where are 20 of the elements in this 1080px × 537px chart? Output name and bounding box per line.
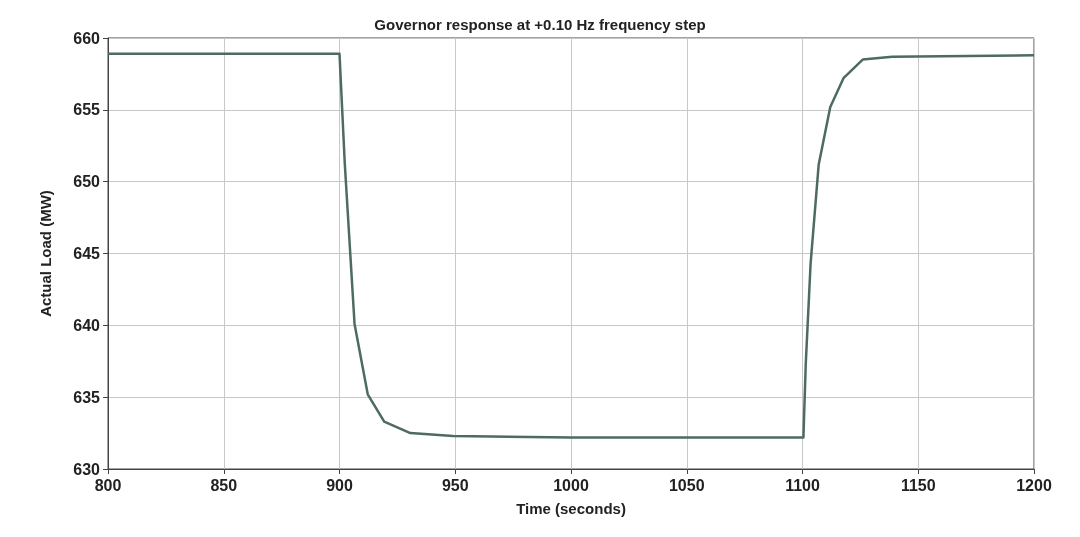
line-series xyxy=(106,52,1036,439)
x-tick-label: 1050 xyxy=(668,476,705,494)
y-axis-title: Actual Load (MW) xyxy=(37,190,54,317)
y-tick-label: 645 xyxy=(73,245,101,262)
x-tick-label: 1100 xyxy=(785,476,820,494)
x-tick-label: 1150 xyxy=(900,476,936,494)
y-tick-label: 640 xyxy=(73,316,101,334)
y-tick-label: 635 xyxy=(73,388,101,406)
y-tick-label: 655 xyxy=(73,101,101,119)
x-axis-title: Time (seconds) xyxy=(516,500,626,517)
x-tick-label: 800 xyxy=(94,476,122,494)
y-tick-label: 660 xyxy=(73,29,101,47)
chart-title: Governor response at +0.10 Hz frequency step xyxy=(374,16,706,33)
x-tick-label: 1200 xyxy=(1016,476,1052,494)
x-tick-label: 900 xyxy=(326,476,353,494)
x-tick-label: 950 xyxy=(441,476,469,494)
x-tick-label: 1000 xyxy=(553,476,589,494)
x-tick-label: 850 xyxy=(210,476,238,494)
y-tick-label: 650 xyxy=(73,173,101,191)
y-tick-label: 630 xyxy=(73,460,101,478)
